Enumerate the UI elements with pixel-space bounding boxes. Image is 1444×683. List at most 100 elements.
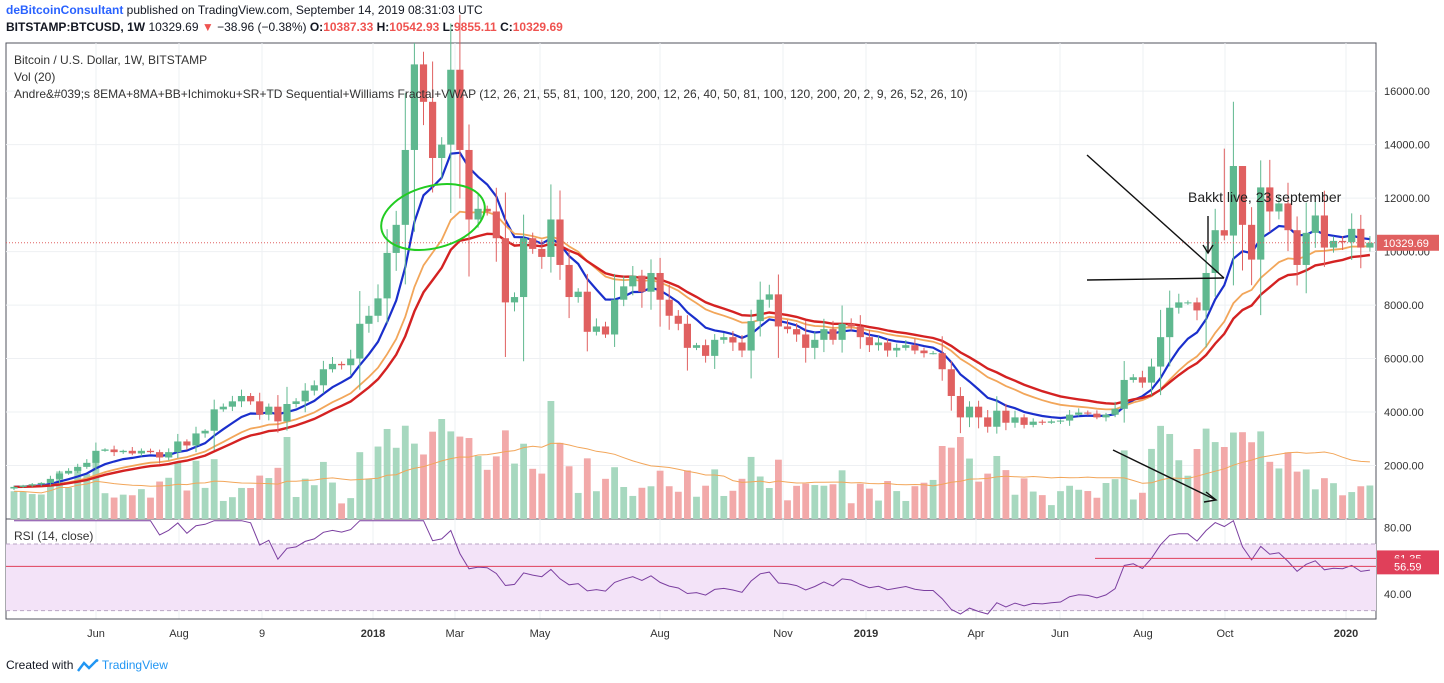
candle-body (1011, 417, 1019, 423)
time-tick-label: Mar (446, 628, 465, 640)
volume-bar (28, 494, 36, 519)
volume-bar (456, 436, 464, 519)
time-tick-label: Jun (87, 628, 105, 640)
candle-body (1220, 230, 1228, 236)
candle-body (510, 297, 519, 303)
candle-body (328, 363, 337, 370)
volume-bar (447, 431, 455, 519)
time-tick-label: 2018 (361, 628, 385, 640)
candle-body (392, 224, 400, 253)
price-tick-label: 14000.00 (1384, 140, 1430, 152)
volume-bar (374, 446, 382, 519)
time-tick-label: Jun (1051, 628, 1069, 640)
volume-bar (920, 482, 928, 519)
candle-body (720, 337, 728, 340)
candle-body (856, 326, 864, 338)
volume-bar (875, 500, 882, 519)
volume-bar (547, 401, 555, 519)
candle-body (911, 345, 919, 351)
volume-bar (674, 491, 682, 519)
volume-bar (1175, 460, 1183, 519)
volume-bar (338, 503, 345, 519)
candle-body (146, 450, 155, 453)
candle-body (501, 238, 509, 303)
candle-body (383, 252, 391, 299)
candle-body (28, 484, 36, 486)
candle-body (847, 323, 855, 327)
volume-bar (292, 496, 300, 519)
volume-bar (165, 477, 173, 519)
volume-bar (756, 476, 764, 519)
time-tick-label: 2020 (1334, 628, 1358, 640)
candle-body (975, 406, 983, 418)
price-tick-label: 6000.00 (1384, 354, 1424, 366)
candle-body (1184, 302, 1192, 304)
volume-bar (856, 483, 864, 519)
ema-21-line (13, 232, 1371, 489)
candle-body (1193, 302, 1201, 311)
candle-body (65, 470, 73, 474)
candle-body (128, 450, 136, 454)
ohlc-line: BITSTAMP:BTCUSD, 1W 10329.69 ▼ −38.96 (−… (6, 20, 563, 34)
candle-body (210, 409, 218, 431)
price-tick-label: 16000.00 (1384, 86, 1430, 98)
volume-bar (1093, 497, 1101, 519)
volume-bar (1011, 494, 1019, 519)
volume-bar (1066, 485, 1073, 519)
volume-bar (219, 500, 227, 519)
tradingview-brand[interactable]: TradingView (101, 658, 168, 672)
candle-body (1038, 421, 1046, 423)
candle-body (192, 433, 200, 446)
triangle-upper-line (1086, 154, 1225, 279)
candle-body (702, 345, 710, 356)
volume-bar (128, 495, 136, 519)
volume-bar (1166, 433, 1174, 519)
candle-body (1147, 366, 1156, 383)
volume-bar (1102, 483, 1110, 519)
volume-bar (83, 474, 91, 519)
candle-body (319, 369, 327, 386)
candle-body (55, 473, 64, 479)
candle-body (1202, 272, 1210, 311)
volume-bar (838, 470, 846, 519)
candle-body (620, 286, 628, 300)
candle-body (592, 326, 600, 332)
candle-body (19, 485, 27, 487)
volume-bar (1266, 461, 1274, 519)
time-tick-label: Aug (650, 628, 670, 640)
candle-body (1211, 230, 1219, 273)
candle-body (201, 430, 209, 434)
candle-body (274, 406, 282, 422)
volume-bar (274, 467, 282, 519)
price-tick-label: 4000.00 (1384, 407, 1424, 419)
volume-bar (201, 487, 209, 519)
volume-bar (1311, 489, 1319, 519)
volume-bar (620, 487, 628, 519)
candle-body (656, 272, 664, 300)
candle-body (1084, 412, 1092, 414)
candle-body (765, 294, 773, 300)
candle-body (865, 337, 873, 346)
publisher-name[interactable]: deBitcoinConsultant (6, 3, 124, 17)
rsi-legend: RSI (14, close) (14, 529, 94, 543)
candle-body (1266, 187, 1274, 212)
rsi-tick-label: 80.00 (1384, 522, 1412, 534)
candle-body (1339, 240, 1347, 243)
candle-body (119, 450, 127, 453)
candle-body (438, 144, 446, 158)
candle-body (929, 353, 937, 355)
volume-bar (1211, 442, 1219, 519)
candle-body (174, 441, 182, 453)
volume-bar (192, 460, 200, 519)
candle-body (219, 406, 227, 410)
volume-bar (411, 443, 418, 519)
volume-bar (538, 473, 546, 519)
volume-bar (37, 494, 45, 519)
time-tick-label: Aug (1133, 628, 1153, 640)
candle-body (137, 450, 145, 454)
volume-bar (210, 459, 218, 519)
candle-body (456, 69, 464, 150)
time-tick-label: 2019 (854, 628, 878, 640)
candle-body (665, 299, 673, 316)
